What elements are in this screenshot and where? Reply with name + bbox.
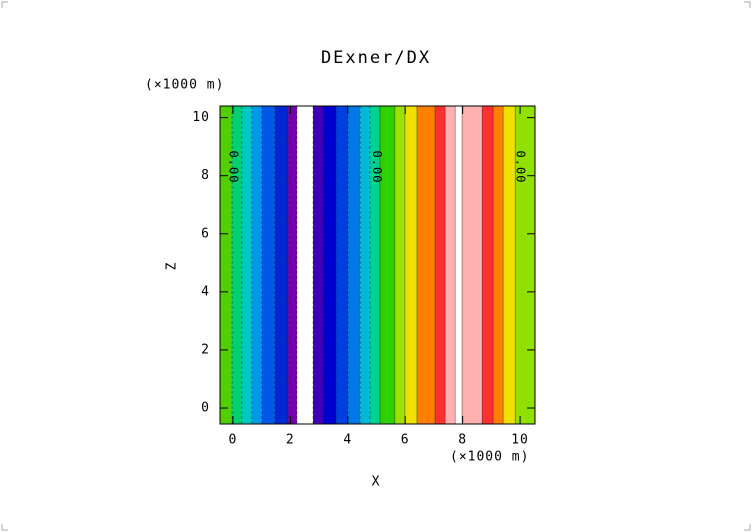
contour-band [232,106,242,424]
contour-band [435,106,446,424]
contour-band [323,106,337,424]
contour-label: 0.00 [514,151,528,184]
contour-band [515,106,535,424]
y-tick-label: 4 [201,284,210,299]
contour-band [394,106,405,424]
contour-band [336,106,349,424]
x-tick-label: 6 [401,433,410,448]
y-tick-label: 8 [201,168,210,183]
contour-band [379,106,395,424]
contour-band [369,106,380,424]
y-tick-label: 0 [201,401,210,416]
contour-band [296,106,314,424]
contour-band [455,106,463,424]
contour-band [503,106,516,424]
contour-band [261,106,275,424]
contour-label: 0.00 [226,151,240,184]
contour-band [493,106,504,424]
contour-band [274,106,289,424]
contour-band [416,106,436,424]
x-axis-label: X [372,475,381,490]
contour-label: 0.00 [370,151,384,184]
plot-frame [219,105,536,425]
contour-band [220,106,233,424]
x-tick-label: 10 [511,433,529,448]
y-tick-label: 10 [192,110,210,125]
chart-title: DExner/DX [321,48,431,68]
y-tick-label: 2 [201,342,210,357]
contour-band [288,106,297,424]
y-unit-label: (×1000 m) [145,78,224,93]
contour-band [445,106,456,424]
y-tick-label: 6 [201,226,210,241]
contour-band [404,106,417,424]
contour-band [251,106,262,424]
x-tick-label: 0 [229,433,238,448]
contour-band [462,106,483,424]
x-tick-label: 8 [458,433,467,448]
contour-band [360,106,370,424]
contour-band [482,106,494,424]
contour-band [313,106,324,424]
contour-band [241,106,252,424]
x-unit-label: (×1000 m) [450,450,529,465]
contour-band [348,106,361,424]
y-axis-label: Z [165,262,180,271]
x-tick-label: 2 [286,433,295,448]
x-tick-label: 4 [343,433,352,448]
